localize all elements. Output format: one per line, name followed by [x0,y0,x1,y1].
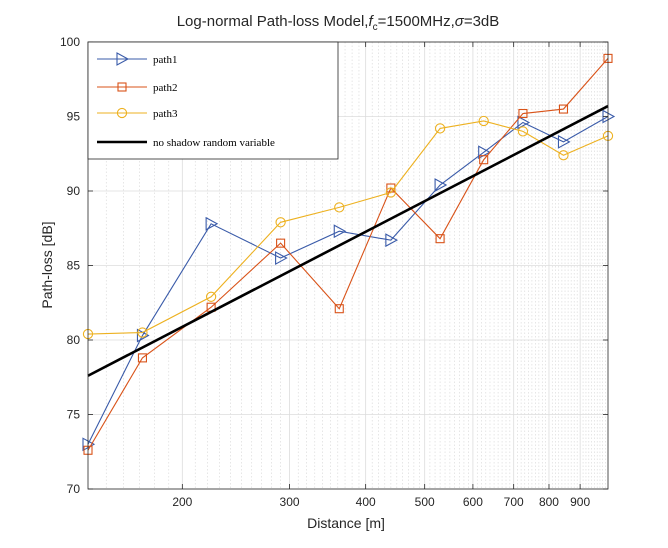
legend-marker [116,107,128,119]
legend-entry-path1: path1 [97,52,177,66]
x-tick-label: 400 [356,495,376,509]
x-tick-label: 800 [539,495,559,509]
y-tick-labels: 70 75 80 85 90 95 100 [60,35,80,496]
series-path1-line [87,116,609,445]
series-path3-point [517,126,529,137]
y-tick-label: 90 [67,184,81,198]
x-tick-label: 500 [415,495,435,509]
series-path2-point [479,155,489,165]
series-path3-point [275,217,286,228]
y-tick-label: 85 [67,259,81,273]
series-path1-point [275,251,288,265]
series-path3-point [137,327,148,338]
y-tick-label: 100 [60,35,80,49]
series-no-shadow-random-variable-line [87,104,609,377]
y-tick-label: 75 [67,408,81,422]
series-no-shadow-random-variable [87,104,609,377]
x-tick-label: 300 [280,495,300,509]
legend-box [87,41,339,160]
y-tick-label: 80 [67,333,81,347]
series-path3-point [205,291,217,302]
series-path1-point [205,216,219,231]
x-tick-label: 900 [570,495,590,509]
series-path1 [82,109,616,452]
y-axis-label: Path-loss [dB] [39,221,55,308]
y-tick-label: 95 [67,110,81,124]
series-path2-point [334,304,344,314]
series-path1-point [333,224,347,239]
x-tick-label: 200 [172,495,192,509]
series-path3-line [87,120,609,335]
series-path3-point [334,202,345,213]
legend-label: path1 [153,54,177,66]
series-layer [82,53,616,455]
legend-label: path2 [153,82,177,94]
series-path1-point [434,178,448,192]
series-path2-point [137,353,147,363]
x-tick-label: 700 [504,495,524,509]
series-path3 [82,115,614,340]
y-tick-label: 70 [67,482,81,496]
legend-marker [116,52,130,66]
legend-label: no shadow random variable [153,137,275,149]
series-path3-point [558,150,569,161]
x-axis-label: Distance [m] [307,515,385,531]
series-path1-point [517,115,531,130]
legend-entry-no-shadow-random-variable: no shadow random variable [97,137,275,149]
x-tick-label: 600 [463,495,483,509]
series-path1-point [82,437,96,452]
series-path2-point [518,108,528,119]
legend-label: path3 [153,108,178,120]
legend-marker [117,82,127,92]
series-path1-point [557,134,571,149]
legend-entry-path2: path2 [97,82,177,94]
series-path3-point [478,115,489,127]
series-path2-point [558,104,569,114]
legend-entry-path3: path3 [97,107,178,120]
x-tick-labels: 200 300 400 500 600 700 800 900 [172,495,590,509]
axis-ticks [88,41,608,490]
series-path3-point [434,123,446,134]
legend: path1 path2 path3 no shadow random variable [87,41,339,160]
series-path2-point [276,238,286,248]
series-path3-point [385,187,397,198]
series-path2-point [435,234,445,244]
chart-title: Log-normal Path-loss Model,fc=1500MHz,σ=… [177,13,500,33]
series-path1-point [385,233,399,248]
